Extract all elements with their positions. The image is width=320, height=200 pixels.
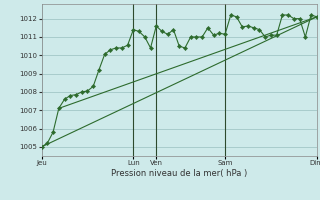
X-axis label: Pression niveau de la mer( hPa ): Pression niveau de la mer( hPa ) bbox=[111, 169, 247, 178]
